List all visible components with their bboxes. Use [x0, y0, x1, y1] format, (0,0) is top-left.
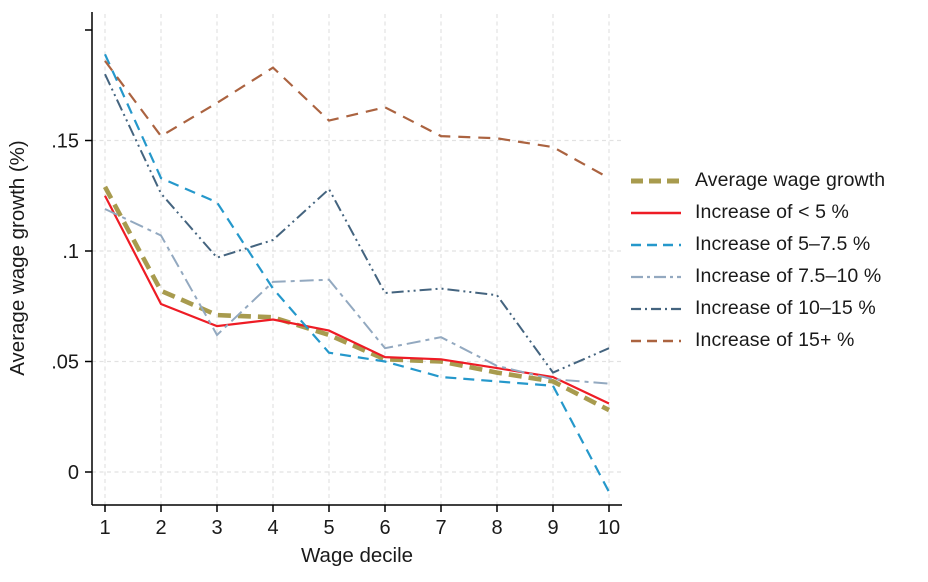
- y-tick-label: .15: [51, 131, 79, 153]
- legend-item-increase-of-5-7-5: Increase of 5–7.5 %: [630, 233, 885, 255]
- legend-item-increase-of-5: Increase of < 5 %: [630, 201, 885, 223]
- x-tick-label: 9: [547, 517, 558, 539]
- legend-swatch-increase-of-5: [631, 211, 681, 214]
- series-line-increase-of-5: [104, 195, 610, 405]
- series-line-increase-of-7-5-10: [104, 208, 610, 385]
- tick-labels: 0 .05 .1 .15 1 2 3 4 5 6 7 8 9 10: [51, 131, 620, 540]
- legend-label: Increase of 5–7.5 %: [695, 233, 871, 255]
- series-line-increase-of-15: [104, 60, 610, 180]
- x-tick-label: 5: [323, 517, 334, 539]
- x-tick-label: 6: [379, 517, 390, 539]
- y-axis-title: Average wage growth (%): [6, 140, 29, 376]
- legend-swatch-increase-of-10-15: [631, 307, 681, 310]
- legend-swatch-increase-of-5-7-5: [631, 243, 681, 246]
- x-tick-label: 2: [155, 517, 166, 539]
- legend-item-increase-of-7-5-10: Increase of 7.5–10 %: [630, 265, 885, 287]
- legend-label: Increase of < 5 %: [695, 201, 849, 223]
- chart-legend: Average wage growth Increase of < 5 % Incr…: [630, 169, 886, 351]
- x-tick-label: 7: [435, 517, 446, 539]
- x-tick-label: 1: [99, 517, 110, 539]
- legend-label: Increase of 15+ %: [695, 329, 855, 351]
- x-tick-label: 4: [267, 517, 278, 539]
- y-tick-label: 0: [68, 462, 79, 484]
- series-line-average-wage-growth: [102, 185, 611, 413]
- x-tick-label: 8: [491, 517, 502, 539]
- x-tick-label: 10: [598, 517, 620, 539]
- legend-label: Average wage growth: [695, 169, 886, 191]
- series-line-increase-of-5-7-5: [103, 53, 610, 493]
- series-lines: [102, 53, 611, 493]
- legend-swatch-increase-of-7-5-10: [631, 275, 681, 278]
- axes: [85, 12, 622, 512]
- x-axis-title: Wage decile: [301, 544, 413, 567]
- legend-item-average-wage-growth: Average wage growth: [630, 169, 886, 191]
- legend-swatch-average-wage-growth: [631, 178, 681, 183]
- y-tick-label: .05: [51, 352, 79, 374]
- x-tick-label: 3: [211, 517, 222, 539]
- legend-swatch-increase-of-15: [631, 339, 681, 342]
- legend-label: Increase of 10–15 %: [695, 297, 876, 319]
- legend-label: Increase of 7.5–10 %: [695, 265, 882, 287]
- y-tick-label: .1: [62, 241, 79, 263]
- legend-item-increase-of-15: Increase of 15+ %: [630, 329, 885, 351]
- legend-item-increase-of-10-15: Increase of 10–15 %: [630, 297, 885, 319]
- gridlines: [92, 14, 622, 505]
- series-line-increase-of-10-15: [104, 73, 610, 374]
